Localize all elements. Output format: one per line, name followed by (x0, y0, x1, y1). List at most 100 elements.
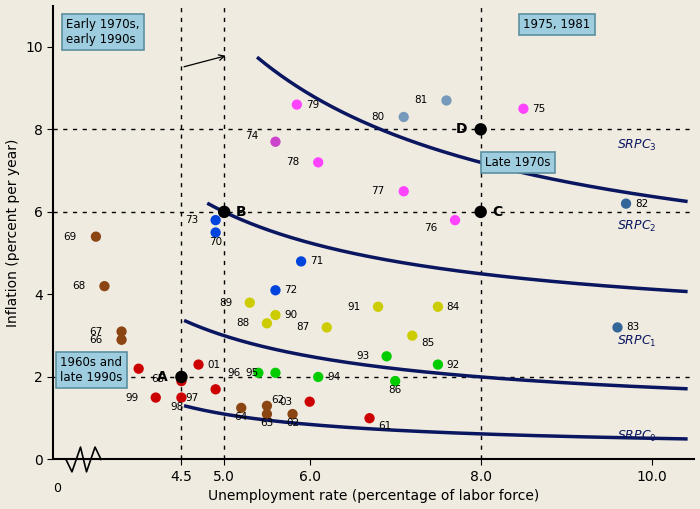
Text: 96: 96 (228, 368, 241, 378)
Point (261, 402, 272, 410)
Point (313, 373, 324, 381)
Point (261, 410, 272, 418)
Text: 86: 86 (389, 385, 402, 395)
Text: 63: 63 (260, 418, 274, 428)
Point (150, 393, 162, 402)
Point (210, 216, 221, 224)
Text: 89: 89 (219, 298, 232, 307)
Text: 91: 91 (347, 302, 360, 312)
Point (90, 233, 101, 241)
Text: 61: 61 (378, 420, 391, 431)
Text: $SRPC_{2}$: $SRPC_{2}$ (617, 219, 657, 234)
Point (433, 303, 444, 311)
Text: 82: 82 (635, 199, 648, 209)
Point (244, 299, 256, 307)
Point (261, 319, 272, 327)
Point (304, 398, 315, 406)
Point (612, 323, 623, 331)
Text: 69: 69 (64, 232, 77, 242)
Text: 92: 92 (447, 359, 460, 370)
Text: $\mathbf{D}$: $\mathbf{D}$ (455, 122, 468, 136)
Text: 03: 03 (279, 397, 293, 407)
Point (475, 125, 486, 133)
Text: 68: 68 (72, 281, 85, 291)
Point (620, 200, 631, 208)
Point (364, 414, 375, 422)
Text: 94: 94 (327, 372, 340, 382)
Point (449, 216, 461, 224)
Text: $\mathbf{A}$: $\mathbf{A}$ (156, 370, 169, 384)
Point (313, 158, 324, 166)
Text: 80: 80 (372, 112, 384, 122)
Point (372, 303, 384, 311)
Text: 72: 72 (284, 285, 298, 295)
Point (518, 105, 529, 113)
Text: 93: 93 (356, 351, 370, 361)
Point (321, 323, 332, 331)
Text: 81: 81 (414, 96, 428, 105)
Text: 64: 64 (234, 412, 248, 422)
Point (295, 258, 307, 266)
Point (176, 373, 187, 381)
Text: 99: 99 (125, 392, 139, 403)
Point (433, 360, 444, 369)
Text: 79: 79 (306, 100, 319, 109)
Text: 62: 62 (272, 395, 285, 406)
Point (398, 113, 409, 121)
Text: 88: 88 (237, 318, 250, 328)
Y-axis label: Inflation (percent per year): Inflation (percent per year) (6, 138, 20, 327)
Text: 83: 83 (626, 322, 640, 332)
Point (270, 137, 281, 146)
Text: 65: 65 (150, 374, 164, 384)
Point (133, 364, 144, 373)
Text: 97: 97 (185, 392, 198, 403)
Text: 00: 00 (102, 364, 116, 374)
Text: Early 1970s,
early 1990s: Early 1970s, early 1990s (66, 18, 139, 46)
Point (116, 327, 127, 335)
Point (218, 208, 230, 216)
Text: 1960s and
late 1990s: 1960s and late 1990s (60, 356, 122, 384)
Point (99, 282, 110, 290)
Point (176, 393, 187, 402)
Point (210, 385, 221, 393)
Point (193, 360, 204, 369)
Text: 78: 78 (286, 157, 299, 167)
Point (291, 100, 302, 108)
Text: 70: 70 (209, 237, 222, 246)
Text: 0: 0 (53, 482, 62, 495)
Point (176, 377, 187, 385)
Text: 66: 66 (90, 335, 102, 345)
Text: 75: 75 (532, 104, 545, 114)
Text: 98: 98 (171, 402, 184, 412)
Point (210, 229, 221, 237)
Point (398, 187, 409, 195)
Text: $\mathbf{B}$: $\mathbf{B}$ (235, 205, 247, 219)
Text: 84: 84 (447, 302, 460, 312)
Text: 1975, 1981: 1975, 1981 (524, 18, 591, 31)
Text: 76: 76 (424, 222, 438, 233)
Point (270, 286, 281, 294)
Point (236, 404, 247, 412)
Text: 02: 02 (286, 418, 299, 428)
Point (270, 311, 281, 319)
Point (270, 369, 281, 377)
Text: $SRPC_{3}$: $SRPC_{3}$ (617, 138, 657, 153)
Point (287, 410, 298, 418)
Text: Late 1970s: Late 1970s (485, 156, 550, 169)
Text: 73: 73 (185, 215, 198, 225)
Text: 71: 71 (310, 257, 323, 266)
Point (116, 336, 127, 344)
Point (407, 331, 418, 340)
Text: $SRPC_{0}$: $SRPC_{0}$ (617, 429, 657, 444)
Point (390, 377, 401, 385)
Text: $SRPC_{1}$: $SRPC_{1}$ (617, 334, 657, 349)
Text: 87: 87 (296, 322, 309, 332)
Text: 95: 95 (245, 368, 258, 378)
X-axis label: Unemployment rate (percentage of labor force): Unemployment rate (percentage of labor f… (208, 490, 540, 503)
Text: 74: 74 (245, 130, 258, 140)
Point (381, 352, 392, 360)
Text: 85: 85 (421, 338, 434, 348)
Point (441, 96, 452, 104)
Point (253, 369, 264, 377)
Text: 01: 01 (207, 359, 220, 370)
